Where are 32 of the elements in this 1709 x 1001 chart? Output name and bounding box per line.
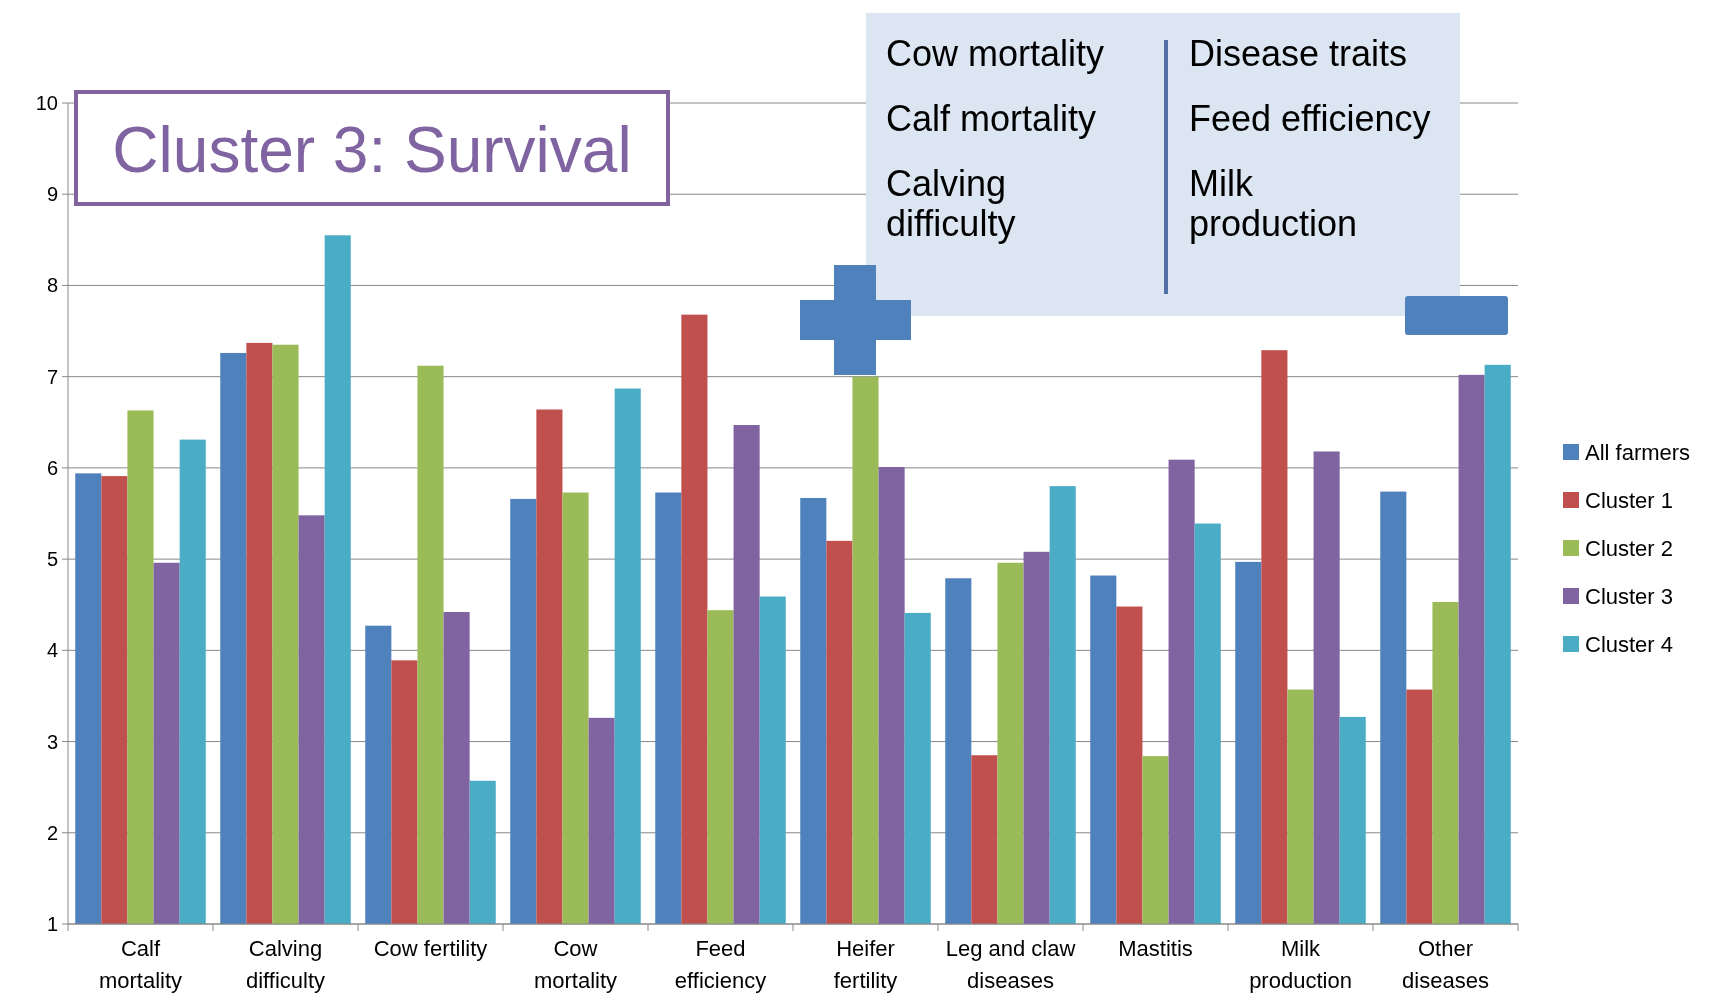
y-tick-label: 4	[46, 639, 58, 662]
annotation: Milk production	[1189, 163, 1358, 244]
x-tick-label: Calf mortality	[98, 936, 183, 993]
x-tick-label: Cow fertility	[373, 936, 488, 961]
text: Cow mortality	[886, 33, 1105, 74]
x-tick-label: Feed efficiency	[674, 936, 767, 993]
text: Disease traits	[1189, 33, 1408, 74]
x-tick-label: Cow mortality	[533, 936, 618, 993]
annotation: Calf mortality	[886, 98, 1097, 139]
y-tick-label: 9	[46, 183, 58, 206]
x-tick-label: Milk production	[1249, 936, 1352, 993]
y-tick-label: 1	[46, 913, 58, 935]
x-tick-label: Other diseases	[1402, 936, 1489, 993]
x-tick-label: Calving difficulty	[245, 936, 326, 993]
y-tick-label: 8	[46, 274, 58, 297]
x-tick-label: Heifer fertility	[833, 936, 898, 993]
y-tick-label: 3	[46, 730, 58, 753]
y-tick-label: 7	[46, 365, 58, 388]
legend-label: Cluster 3	[1585, 583, 1674, 609]
y-tick-label: 2	[46, 821, 58, 844]
x-tick-label: Leg and claw diseases	[945, 936, 1076, 993]
x-tick-label: Mastitis	[1118, 936, 1193, 961]
y-tick-label: 6	[46, 456, 58, 479]
chart-title: Cluster 3: Survival	[112, 114, 632, 187]
legend-label: All farmers	[1585, 439, 1691, 465]
legend-label: Cluster 1	[1585, 487, 1674, 513]
annotation: Calving difficulty	[886, 163, 1016, 244]
y-tick-label: 10	[35, 92, 58, 114]
legend-label: Cluster 2	[1585, 535, 1674, 561]
annotation: Feed efficiency	[1189, 98, 1431, 139]
y-tick-label: 5	[46, 548, 58, 571]
legend-label: Cluster 4	[1585, 631, 1674, 657]
